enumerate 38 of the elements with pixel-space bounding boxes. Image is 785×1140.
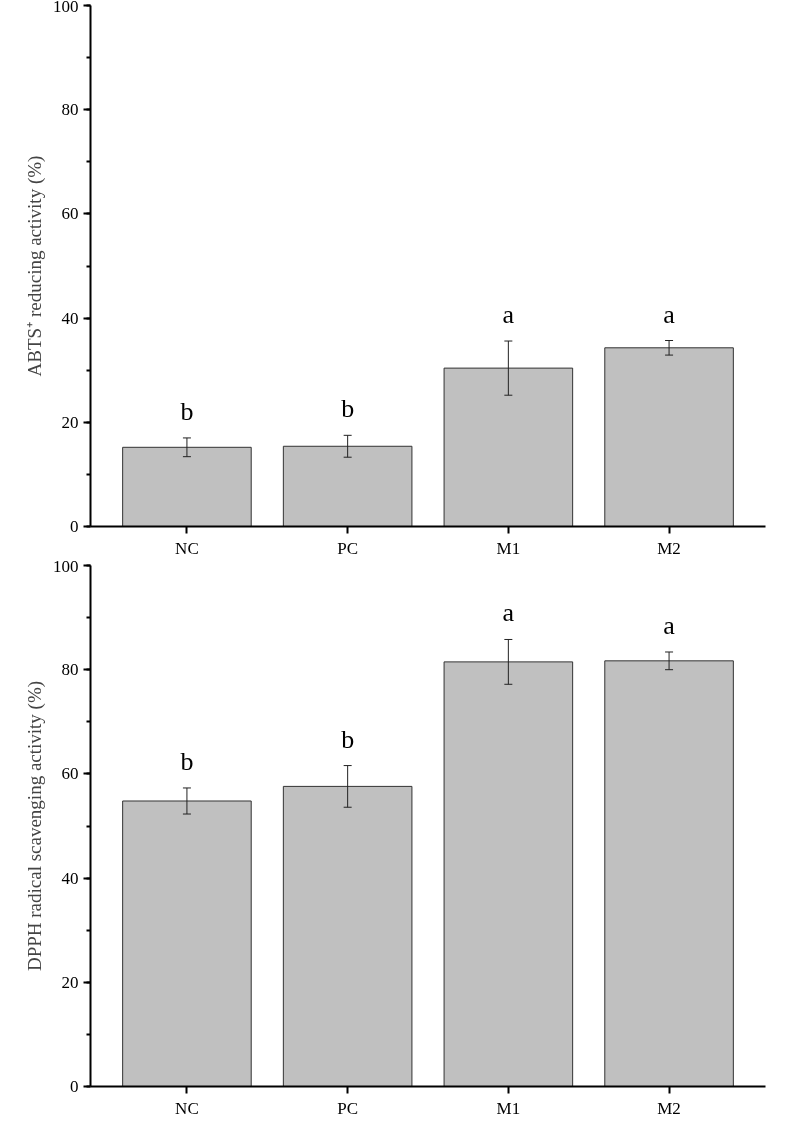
x-tick-label: M2 (657, 1098, 681, 1118)
y-tick-label: 80 (61, 660, 79, 680)
x-tick-label: PC (337, 538, 359, 558)
y-axis-title: DPPH radical scavenging activity (%) (24, 680, 46, 972)
y-tick-label: 20 (61, 412, 79, 432)
x-tick-label: NC (175, 538, 199, 558)
y-tick-label: 0 (70, 517, 79, 536)
annotation: a (502, 300, 515, 330)
annotation: a (663, 299, 676, 329)
annotation: b (341, 724, 355, 754)
x-tick-label: M1 (496, 1098, 521, 1118)
bar (604, 660, 734, 1087)
y-tick-label: 40 (61, 868, 79, 888)
y-tick-label: 0 (70, 1077, 79, 1096)
x-tick-label: M1 (496, 538, 521, 558)
bar (122, 800, 252, 1087)
bar (282, 445, 413, 527)
y-tick-label: 40 (61, 308, 79, 328)
bar (282, 785, 413, 1087)
y-axis-title: ABTS⁺ reducing activity (%) (24, 155, 46, 377)
bar (443, 661, 574, 1087)
y-tick-label: 20 (61, 972, 79, 992)
y-tick-label: 60 (61, 204, 79, 224)
bar (443, 367, 574, 527)
annotation: a (663, 610, 676, 640)
bar (604, 347, 734, 527)
y-tick-label: 100 (53, 0, 79, 16)
x-tick-label: NC (175, 1098, 199, 1118)
annotation: a (502, 598, 515, 628)
x-tick-label: PC (337, 1098, 359, 1118)
x-tick-label: M2 (657, 538, 681, 558)
annotation: b (180, 746, 194, 776)
annotation: b (180, 396, 194, 426)
y-tick-label: 100 (53, 556, 79, 576)
bar (122, 446, 252, 527)
y-tick-label: 60 (61, 764, 79, 784)
y-tick-label: 80 (61, 100, 79, 120)
annotation: b (341, 394, 355, 424)
